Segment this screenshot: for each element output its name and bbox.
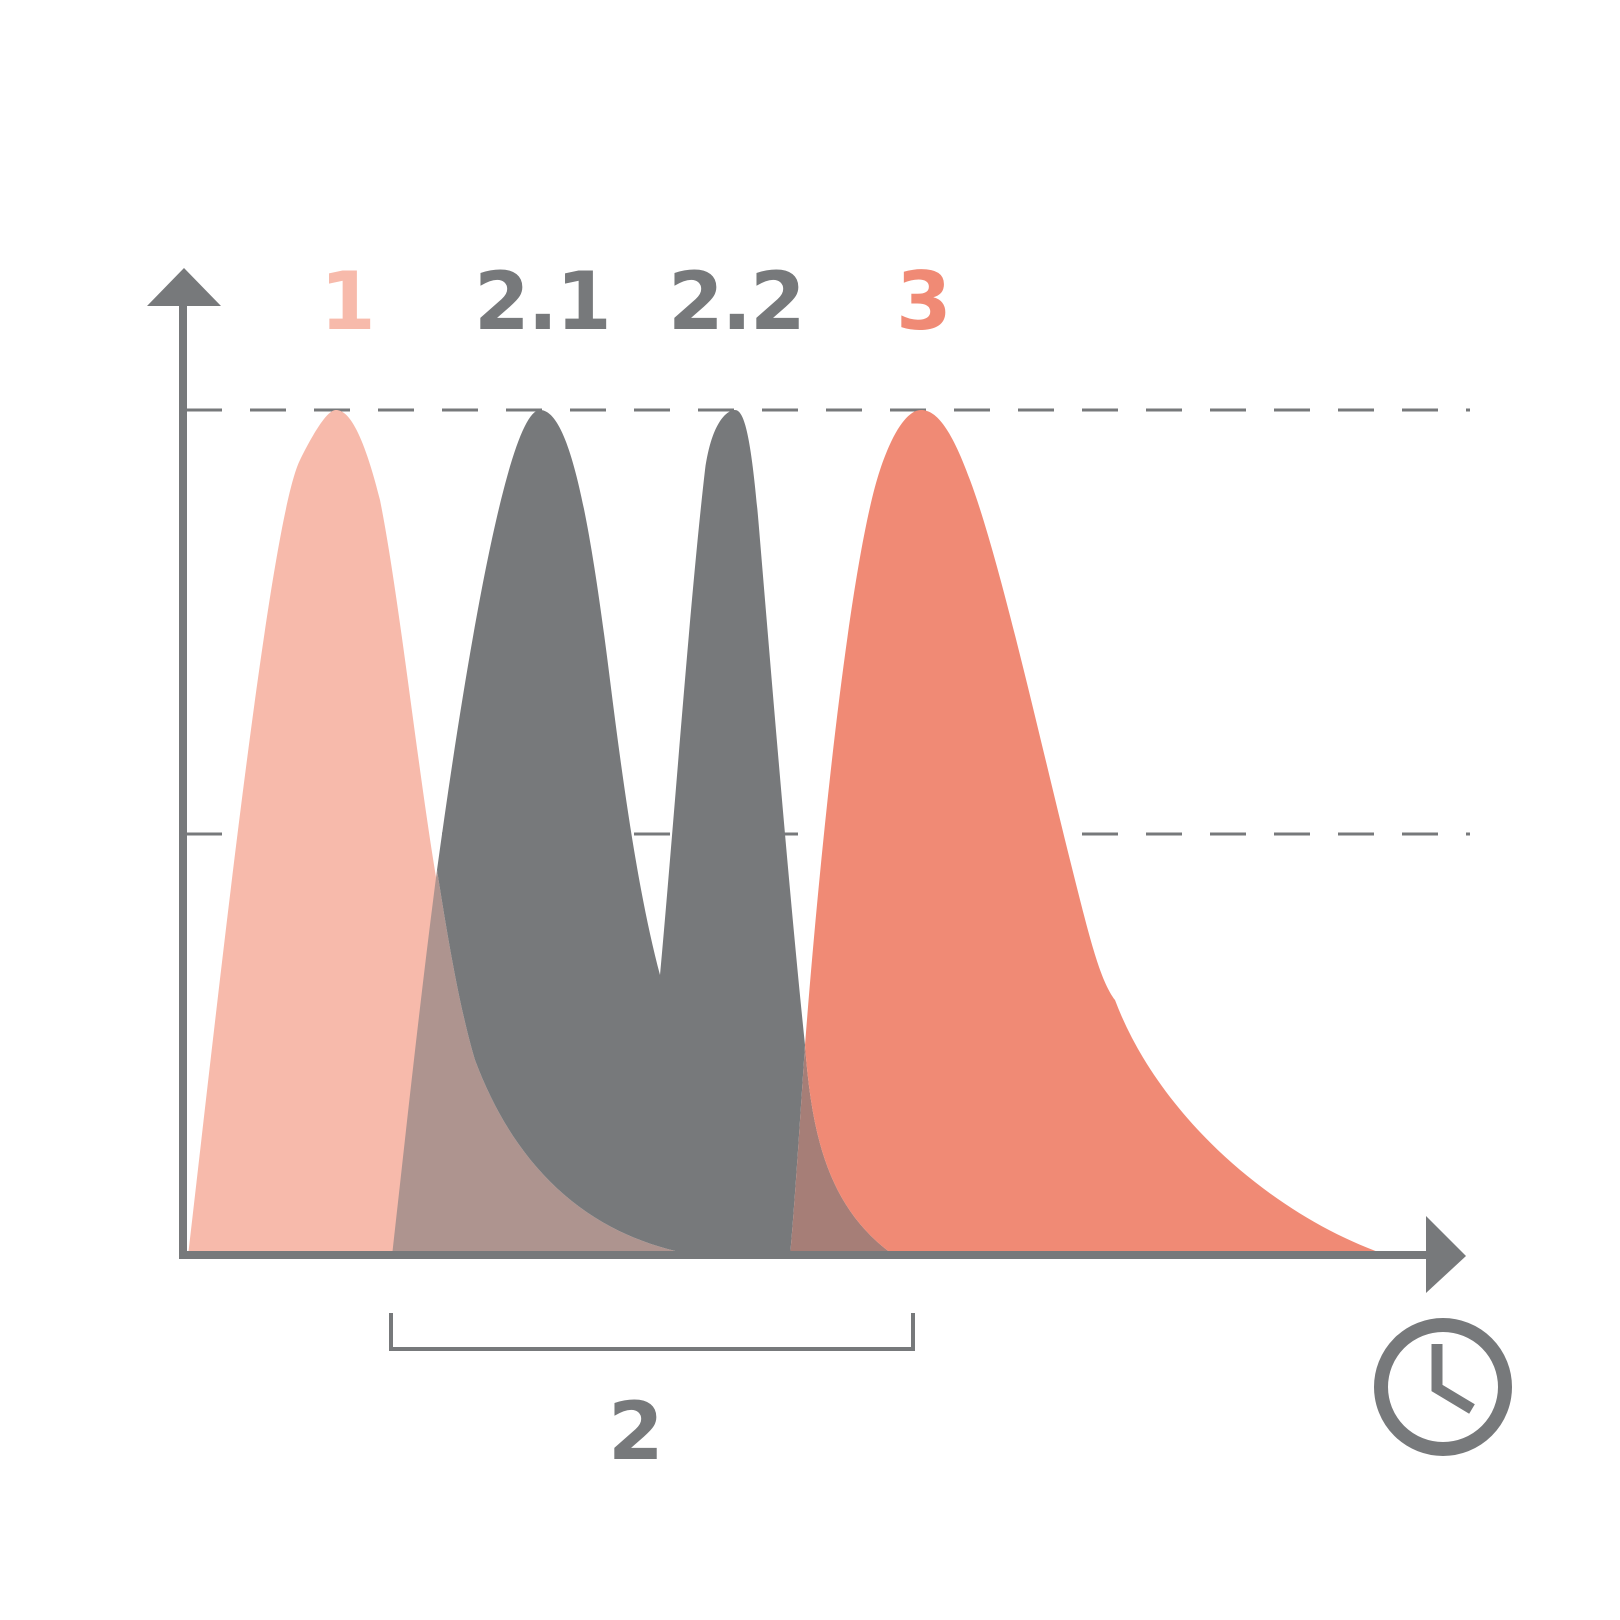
group-label-2: 2	[608, 1385, 664, 1478]
group-2-bracket	[389, 1313, 915, 1351]
peak-3-area	[805, 410, 1390, 1256]
peak-label-2-2: 2.2	[668, 255, 806, 348]
clock-icon	[1374, 1318, 1512, 1456]
peak-label-1: 1	[320, 255, 376, 348]
overlap-2-3-area	[790, 1045, 895, 1256]
peak-label-3: 3	[896, 255, 952, 348]
peak-label-2-1: 2.1	[474, 255, 612, 348]
arrow-up-icon	[147, 268, 221, 306]
peak-2-area	[437, 410, 805, 1256]
overlap-1-2-area	[392, 870, 700, 1256]
arrow-right-icon	[1426, 1216, 1466, 1293]
